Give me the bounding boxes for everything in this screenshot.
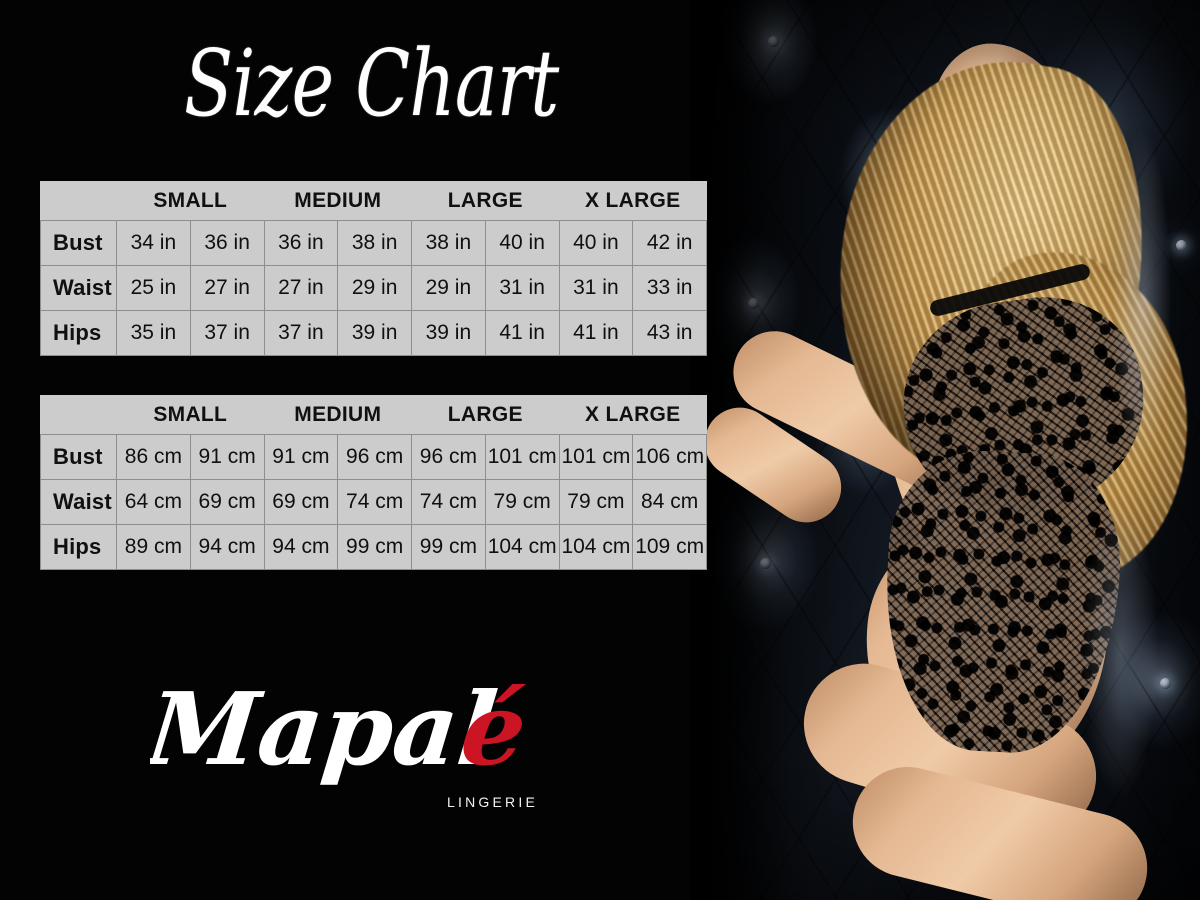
brand-tagline: LINGERIE <box>447 794 538 810</box>
size-table-inches: SMALL MEDIUM LARGE X LARGE Bust 34 in 36… <box>40 181 708 356</box>
cell-bust-small-max: 36 in <box>189 220 265 266</box>
cell-hips-xlarge-min: 41 in <box>558 310 634 356</box>
brand-name-accent: é <box>456 672 532 788</box>
cell-hips-large-min: 39 in <box>411 310 486 356</box>
cell-waist-medium-min: 69 cm <box>263 479 339 525</box>
cell-waist-large-min: 29 in <box>411 265 486 311</box>
cell-waist-large-max: 31 in <box>484 265 560 311</box>
cell-bust-xlarge-min: 101 cm <box>558 434 634 480</box>
cell-hips-xlarge-max: 109 cm <box>632 524 708 570</box>
cell-waist-small-min: 25 in <box>116 265 191 311</box>
cell-hips-small-min: 89 cm <box>116 524 191 570</box>
table-header-row: SMALL MEDIUM LARGE X LARGE <box>40 395 708 435</box>
table-row: Bust 34 in 36 in 36 in 38 in 38 in 40 in… <box>40 220 708 266</box>
cell-waist-large-max: 79 cm <box>484 479 560 525</box>
cell-bust-xlarge-max: 106 cm <box>632 434 708 480</box>
size-header-large: LARGE <box>411 395 560 435</box>
cell-waist-xlarge-max: 33 in <box>632 265 708 311</box>
cell-bust-large-max: 40 in <box>484 220 560 266</box>
cell-waist-medium-max: 74 cm <box>337 479 413 525</box>
cell-hips-xlarge-max: 43 in <box>632 310 708 356</box>
cell-hips-small-min: 35 in <box>116 310 191 356</box>
cell-waist-medium-max: 29 in <box>337 265 413 311</box>
size-header-xlarge: X LARGE <box>558 181 708 221</box>
size-header-small: SMALL <box>116 181 265 221</box>
cell-hips-large-min: 99 cm <box>411 524 486 570</box>
row-label-waist: Waist <box>40 479 117 525</box>
cell-waist-small-min: 64 cm <box>116 479 191 525</box>
cell-bust-large-min: 96 cm <box>411 434 486 480</box>
table-row: Hips 89 cm 94 cm 94 cm 99 cm 99 cm 104 c… <box>40 524 708 570</box>
cell-waist-xlarge-min: 31 in <box>558 265 634 311</box>
cell-hips-small-max: 94 cm <box>189 524 265 570</box>
row-label-waist: Waist <box>40 265 117 311</box>
table-row: Waist 25 in 27 in 27 in 29 in 29 in 31 i… <box>40 265 708 311</box>
row-label-bust: Bust <box>40 434 117 480</box>
cell-bust-large-min: 38 in <box>411 220 486 266</box>
size-header-medium: MEDIUM <box>263 181 413 221</box>
size-table-centimeters: SMALL MEDIUM LARGE X LARGE Bust 86 cm 91… <box>40 395 708 570</box>
size-header-large: LARGE <box>411 181 560 221</box>
cell-waist-xlarge-min: 79 cm <box>558 479 634 525</box>
size-header-medium: MEDIUM <box>263 395 413 435</box>
table-row: Bust 86 cm 91 cm 91 cm 96 cm 96 cm 101 c… <box>40 434 708 480</box>
table-header-row: SMALL MEDIUM LARGE X LARGE <box>40 181 708 221</box>
cell-hips-large-max: 41 in <box>484 310 560 356</box>
table-row: Hips 35 in 37 in 37 in 39 in 39 in 41 in… <box>40 310 708 356</box>
page-title: Size Chart <box>184 30 559 137</box>
cell-bust-medium-min: 91 cm <box>263 434 339 480</box>
row-label-hips: Hips <box>40 310 117 356</box>
cell-hips-medium-min: 94 cm <box>263 524 339 570</box>
table-row: Waist 64 cm 69 cm 69 cm 74 cm 74 cm 79 c… <box>40 479 708 525</box>
cell-waist-large-min: 74 cm <box>411 479 486 525</box>
cell-waist-xlarge-max: 84 cm <box>632 479 708 525</box>
content-panel: Size Chart SMALL MEDIUM LARGE X LARGE Bu… <box>40 30 708 822</box>
cell-bust-xlarge-max: 42 in <box>632 220 708 266</box>
brand-wordmark-icon: Mapal é <box>150 672 532 788</box>
cell-hips-xlarge-min: 104 cm <box>558 524 634 570</box>
cell-bust-xlarge-min: 40 in <box>558 220 634 266</box>
cell-hips-large-max: 104 cm <box>484 524 560 570</box>
size-header-xlarge: X LARGE <box>558 395 708 435</box>
row-label-bust: Bust <box>40 220 117 266</box>
cell-bust-medium-max: 96 cm <box>337 434 413 480</box>
cell-hips-medium-max: 99 cm <box>337 524 413 570</box>
model-photograph <box>690 0 1200 900</box>
cell-bust-large-max: 101 cm <box>484 434 560 480</box>
cell-waist-medium-min: 27 in <box>263 265 339 311</box>
cell-hips-medium-max: 39 in <box>337 310 413 356</box>
size-header-small: SMALL <box>116 395 265 435</box>
cell-waist-small-max: 27 in <box>189 265 265 311</box>
cell-bust-small-min: 86 cm <box>116 434 191 480</box>
brand-name-main: Mapal <box>150 672 502 788</box>
table-corner-cell <box>40 395 117 435</box>
cell-bust-small-min: 34 in <box>116 220 191 266</box>
table-corner-cell <box>40 181 117 221</box>
cell-bust-medium-max: 38 in <box>337 220 413 266</box>
cell-hips-small-max: 37 in <box>189 310 265 356</box>
cell-bust-medium-min: 36 in <box>263 220 339 266</box>
cell-hips-medium-min: 37 in <box>263 310 339 356</box>
brand-logo: Mapal é LINGERIE <box>150 672 570 822</box>
row-label-hips: Hips <box>40 524 117 570</box>
cell-waist-small-max: 69 cm <box>189 479 265 525</box>
cell-bust-small-max: 91 cm <box>189 434 265 480</box>
